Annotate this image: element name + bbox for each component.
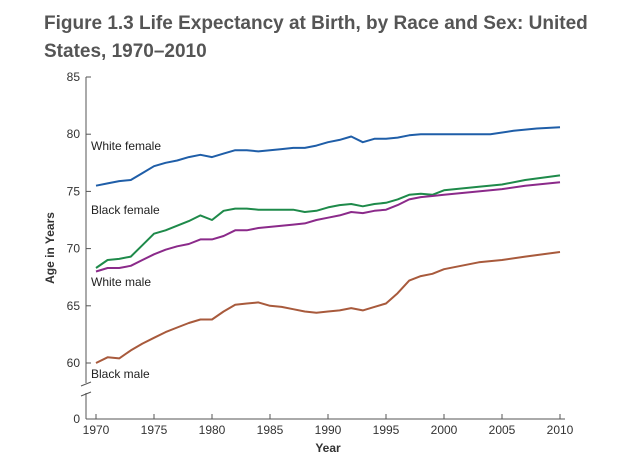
y-tick-label: 75 (67, 184, 81, 198)
series-label: White female (91, 139, 161, 153)
y-tick-label: 60 (67, 356, 81, 370)
y-tick-label: 65 (67, 299, 81, 313)
x-axis-label: Year (315, 441, 341, 455)
series-labels: White female Black female White male Black … (91, 139, 161, 381)
series-lines (95, 126, 561, 364)
series-label: Black female (91, 203, 160, 217)
series-line-white-male (95, 181, 561, 273)
series-line-black-male (95, 251, 561, 364)
series-label: Black male (91, 367, 150, 381)
series-line-white-female (95, 126, 561, 187)
series-label: White male (91, 275, 151, 289)
y-axis-label: Age in Years (43, 212, 57, 284)
axis-break-mark (80, 381, 92, 387)
x-tick-label: 1985 (257, 423, 284, 437)
axis-break-mark (80, 391, 92, 397)
y-tick-label: 85 (67, 70, 81, 84)
x-tick-label: 1995 (373, 423, 400, 437)
x-tick-label: 2005 (489, 423, 516, 437)
y-tick-label: 70 (67, 242, 81, 256)
x-tick-label: 1970 (83, 423, 110, 437)
x-tick-label: 1980 (199, 423, 226, 437)
chart-title: Figure 1.3 Life Expectancy at Birth, by … (44, 13, 588, 62)
x-tick-label: 2010 (547, 423, 574, 437)
y-tick-label: 0 (73, 412, 80, 426)
y-tick-label: 80 (67, 127, 81, 141)
series-line-black-female (95, 174, 561, 269)
x-tick-label: 1990 (315, 423, 342, 437)
x-tick-label: 1975 (141, 423, 168, 437)
axes: 0 60 65 70 75 80 85 1970 1975 1980 1985 1990 1995 200… (67, 70, 574, 437)
x-tick-label: 2000 (431, 423, 458, 437)
